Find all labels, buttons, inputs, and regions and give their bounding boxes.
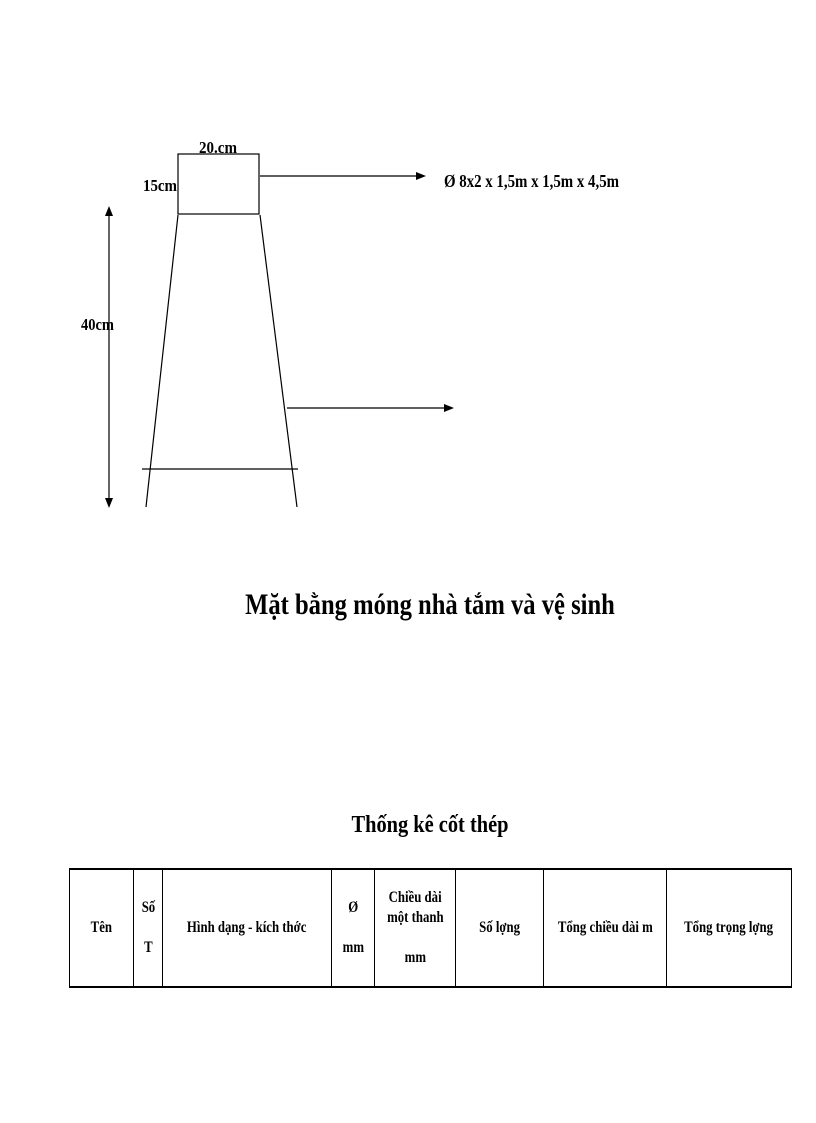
- header-tong-trong-luong: Tổng trọng lợng: [666, 868, 792, 988]
- footing-right-edge: [259, 214, 298, 508]
- main-title: Mặt bằng móng nhà tắm và vệ sinh: [245, 588, 615, 621]
- footing-top-block: [177, 153, 260, 215]
- header-so-t: Số T: [133, 868, 163, 988]
- header-ten: Tên: [69, 868, 134, 988]
- header-tong-chieu-dai: Tổng chiều dài m: [543, 868, 667, 988]
- table-title: Thống kê cốt thép: [351, 812, 509, 838]
- footing-left-edge: [145, 214, 179, 508]
- arrow-right-icon: [416, 172, 426, 180]
- header-so-luong: Số lợng: [455, 868, 544, 988]
- arrow-up-icon: [105, 206, 113, 216]
- header-chieu-dai: Chiều dài một thanh mm: [374, 868, 456, 988]
- header-hinh-dang: Hình dạng - kích thớc: [162, 868, 332, 988]
- arrow-down-icon: [105, 498, 113, 508]
- top-width-label: 20.cm: [199, 138, 237, 157]
- arrow-right-icon: [444, 404, 454, 412]
- height-label: 40cm: [81, 315, 114, 334]
- rebar-spec-label: Ø 8x2 x 1,5m x 1,5m x 4,5m: [444, 171, 619, 191]
- top-height-label: 15cm: [143, 176, 177, 195]
